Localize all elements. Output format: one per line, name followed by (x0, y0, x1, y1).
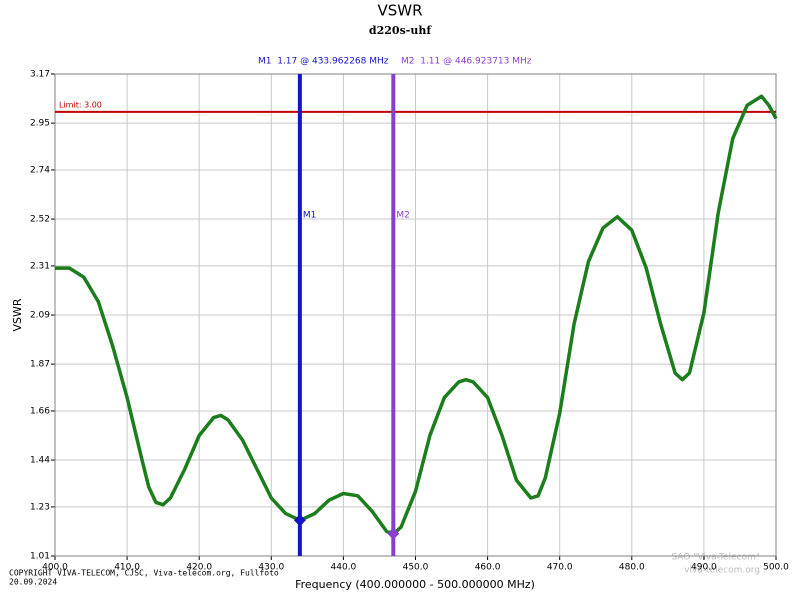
x-tick-label: 450.0 (403, 563, 429, 573)
marker-readout: M2 1.11 @ 446.923713 MHz (401, 57, 532, 67)
y-tick-label: 1.01 (30, 552, 50, 562)
limit-label: Limit: 3.00 (59, 100, 102, 109)
x-tick-label: 400.0 (42, 563, 68, 573)
x-tick-label: 420.0 (186, 563, 212, 573)
y-axis-label: VSWR (11, 298, 24, 331)
y-tick-label: 1.66 (30, 406, 50, 416)
y-tick-label: 3.17 (30, 70, 50, 80)
marker-label: M1 (303, 211, 317, 221)
watermark: SAO "Viva-Telecom" (671, 553, 760, 563)
marker-point (387, 527, 400, 540)
marker-readout: M1 1.17 @ 433.962268 MHz (258, 57, 389, 67)
plot-frame (54, 73, 777, 557)
vswr-trace (55, 94, 778, 536)
watermark: viva-telecom.org (684, 566, 760, 576)
x-tick-label: 470.0 (547, 563, 573, 573)
y-tick-label: 1.87 (30, 360, 50, 370)
y-tick-label: 2.52 (30, 215, 50, 225)
x-tick-label: 410.0 (114, 563, 140, 573)
chart-title: VSWR (377, 2, 422, 20)
x-tick-label: 500.0 (763, 563, 789, 573)
y-tick-label: 2.31 (30, 261, 50, 271)
x-axis-label: Frequency (400.000000 - 500.000000 MHz) (295, 578, 535, 591)
y-tick-label: 1.23 (30, 502, 50, 512)
y-tick-label: 2.95 (30, 119, 50, 129)
x-tick-label: 480.0 (619, 563, 645, 573)
x-tick-label: 460.0 (475, 563, 501, 573)
y-tick-label: 2.74 (30, 165, 50, 175)
x-tick-label: 440.0 (331, 563, 357, 573)
copyright: COPYRIGHT VIVA-TELECOM, CJSC, Viva-telec… (9, 569, 279, 578)
date: 20.09.2024 (9, 578, 57, 587)
x-tick-label: 430.0 (258, 563, 284, 573)
chart-subtitle: d220s-uhf (369, 24, 432, 37)
x-tick-label: 490.0 (691, 563, 717, 573)
marker-label: M2 (396, 211, 410, 221)
marker-point (293, 514, 306, 527)
y-tick-label: 2.09 (30, 311, 50, 321)
y-tick-label: 1.44 (30, 456, 50, 466)
